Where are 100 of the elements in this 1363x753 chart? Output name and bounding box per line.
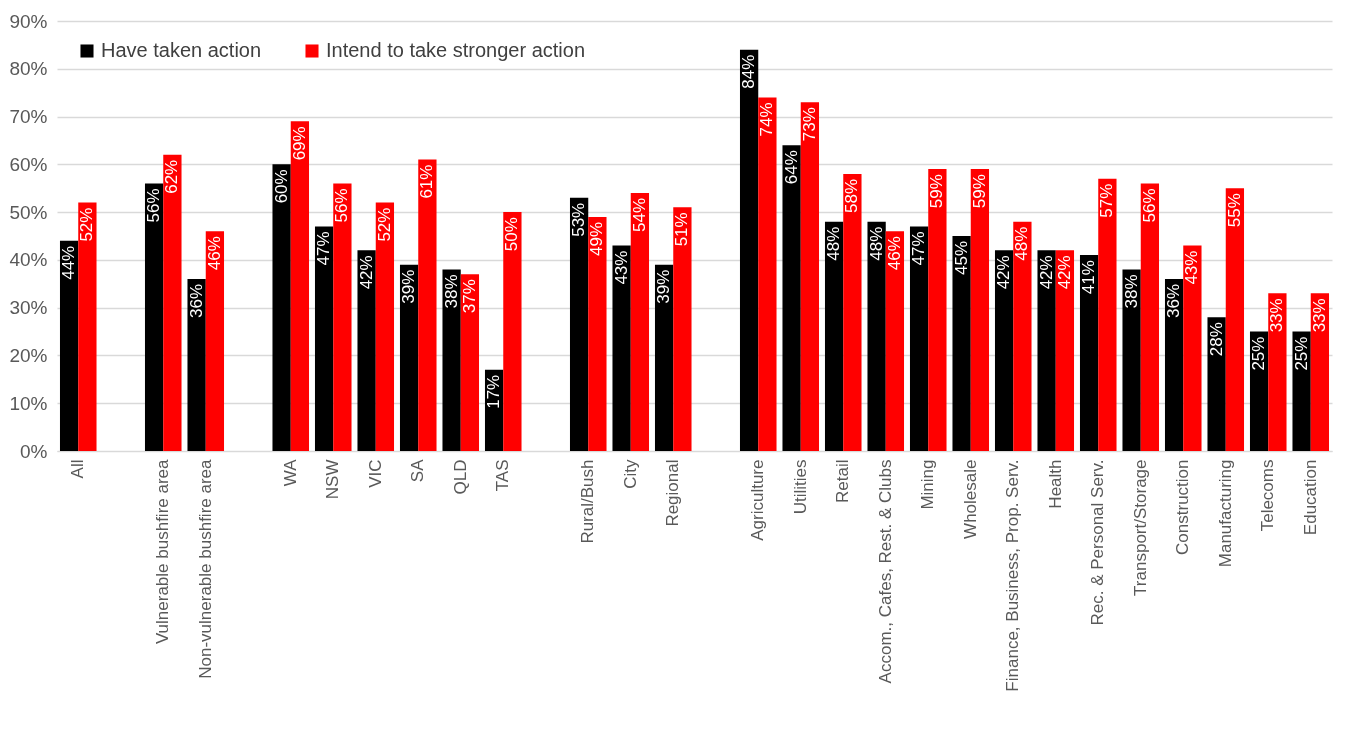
x-tick-label: Utilities [790, 459, 810, 515]
bar [1310, 293, 1330, 451]
data-label: 52% [77, 207, 97, 242]
bar [442, 269, 461, 451]
y-tick-label: 10% [9, 392, 48, 414]
data-label: 49% [587, 221, 607, 256]
bar [503, 212, 522, 451]
data-label: 43% [1182, 250, 1202, 285]
x-tick-label: Health [1045, 459, 1065, 509]
data-label: 47% [909, 231, 929, 266]
data-label: 33% [1267, 298, 1287, 333]
y-tick-label: 90% [9, 10, 48, 32]
bar [399, 264, 419, 451]
bar [970, 169, 990, 451]
bar [800, 102, 820, 451]
data-label: 51% [672, 212, 692, 247]
x-tick-label: Rural/Bush [578, 459, 598, 544]
data-label: 39% [399, 269, 419, 304]
x-tick-label: Accom., Cafes, Rest. & Clubs [875, 459, 895, 684]
data-label: 50% [502, 217, 522, 252]
bar [843, 173, 862, 451]
bar [782, 145, 801, 451]
data-label: 56% [144, 188, 164, 223]
data-label: 38% [1121, 274, 1141, 309]
x-tick-label: Non-vulnerable bushfire area [195, 458, 215, 679]
bar [205, 231, 225, 451]
data-label: 39% [654, 269, 674, 304]
x-tick-label: Finance, Business, Prop. Serv. [1003, 459, 1023, 692]
bar [885, 231, 905, 451]
bar [1079, 255, 1099, 451]
x-tick-label: City [620, 459, 640, 489]
x-tick-label: Education [1300, 459, 1320, 536]
bar [654, 264, 674, 451]
bar [78, 202, 97, 451]
bar [1013, 221, 1032, 451]
data-label: 69% [289, 126, 309, 161]
y-tick-label: 30% [9, 297, 48, 319]
x-tick-label: VIC [365, 459, 385, 488]
data-label: 43% [611, 250, 631, 285]
x-tick-label: Transport/Storage [1130, 459, 1150, 596]
bar [1183, 245, 1202, 451]
x-tick-label: Agriculture [748, 459, 768, 541]
data-label: 48% [866, 226, 886, 261]
bar [928, 169, 947, 451]
bar [909, 226, 929, 451]
data-label: 42% [1054, 255, 1074, 290]
bar [59, 240, 79, 451]
data-label: 54% [629, 198, 649, 233]
bar [1164, 279, 1184, 451]
bar [1292, 331, 1311, 451]
data-label: 62% [162, 159, 182, 194]
bar [1225, 188, 1245, 451]
bar [290, 121, 310, 451]
data-label: 37% [459, 279, 479, 314]
bar [418, 159, 437, 451]
x-tick-label: Rec. & Personal Serv. [1088, 459, 1108, 626]
x-tick-label: WA [280, 458, 300, 487]
x-tick-label: NSW [323, 459, 343, 500]
data-label: 59% [927, 174, 947, 209]
x-tick-label: Telecoms [1258, 459, 1278, 532]
data-label: 55% [1224, 193, 1244, 228]
bar [1268, 293, 1287, 451]
bar [994, 250, 1014, 451]
y-tick-label: 70% [9, 106, 48, 128]
data-label: 64% [781, 150, 801, 185]
bar [673, 207, 692, 451]
data-label: 25% [1291, 336, 1311, 371]
data-label: 56% [1139, 188, 1159, 223]
bar [630, 193, 650, 451]
data-label: 73% [799, 107, 819, 142]
data-label: 25% [1249, 336, 1269, 371]
bar [1037, 250, 1056, 451]
data-label: 38% [441, 274, 461, 309]
data-label: 48% [824, 226, 844, 261]
y-tick-label: 20% [9, 344, 48, 366]
data-label: 53% [569, 202, 589, 237]
data-label: 42% [994, 255, 1014, 290]
bar [739, 49, 759, 451]
x-tick-label: SA [408, 458, 428, 483]
y-tick-label: 0% [20, 440, 48, 462]
bar [1140, 183, 1160, 451]
bar [375, 202, 395, 451]
data-label: 61% [417, 164, 437, 199]
bar [460, 274, 480, 451]
bar [1055, 250, 1075, 451]
bar [758, 97, 777, 451]
bar [272, 164, 291, 451]
data-label: 59% [969, 174, 989, 209]
data-label: 36% [186, 284, 206, 319]
bar [1207, 317, 1226, 451]
data-label: 33% [1309, 298, 1329, 333]
data-label: 44% [59, 245, 79, 280]
data-label: 84% [739, 54, 759, 89]
data-label: 52% [374, 207, 394, 242]
data-label: 47% [314, 231, 334, 266]
bar [357, 250, 376, 451]
x-tick-label: Vulnerable bushfire area [153, 458, 173, 645]
x-tick-label: All [68, 459, 88, 479]
y-tick-label: 40% [9, 249, 48, 271]
y-tick-label: 60% [9, 153, 48, 175]
